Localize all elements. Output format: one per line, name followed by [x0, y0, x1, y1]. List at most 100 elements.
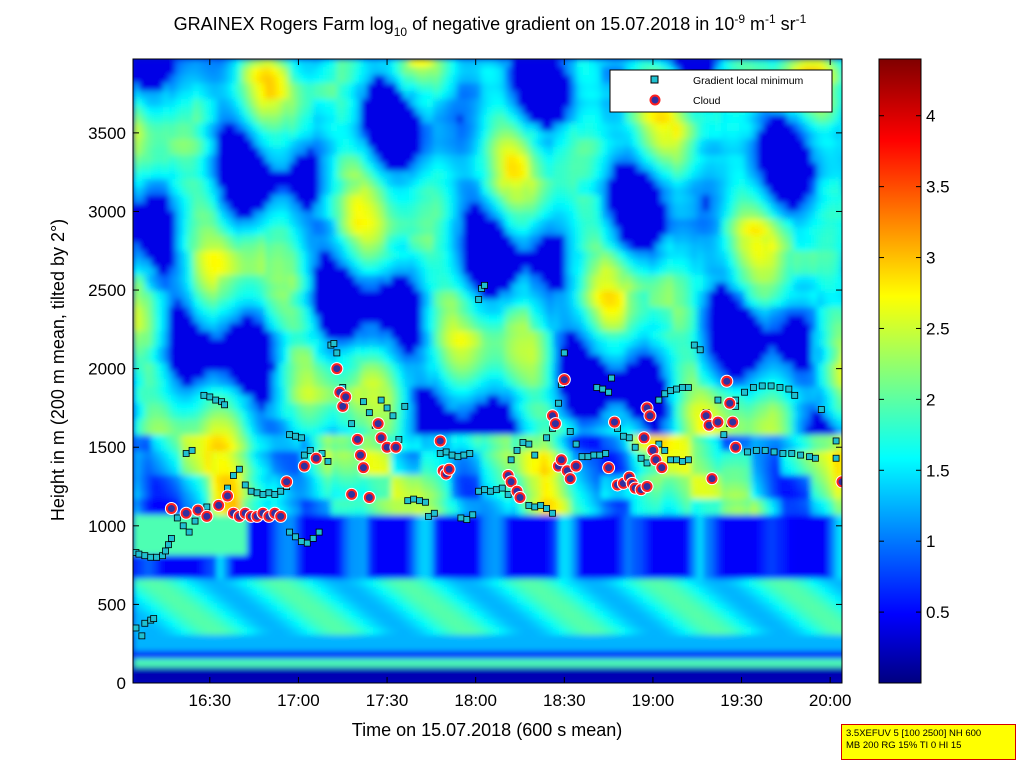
heatmap-cell	[505, 571, 512, 580]
heatmap-cell	[439, 283, 446, 292]
heatmap-cell	[175, 539, 182, 548]
heatmap-cell	[277, 595, 284, 604]
heatmap-cell	[469, 187, 476, 196]
heatmap-cell	[319, 331, 326, 340]
heatmap-cell	[493, 203, 500, 212]
heatmap-cell	[385, 475, 392, 484]
heatmap-cell	[193, 195, 200, 204]
heatmap-cell	[451, 635, 458, 644]
heatmap-cell	[379, 579, 386, 588]
heatmap-cell	[319, 643, 326, 652]
heatmap-cell	[343, 123, 350, 132]
heatmap-cell	[169, 611, 176, 620]
heatmap-cell	[247, 275, 254, 284]
heatmap-cell	[181, 187, 188, 196]
heatmap-cell	[439, 323, 446, 332]
heatmap-cell	[337, 659, 344, 668]
heatmap-cell	[481, 219, 488, 228]
heatmap-cell	[247, 547, 254, 556]
heatmap-cell	[325, 91, 332, 100]
heatmap-cell	[265, 203, 272, 212]
heatmap-cell	[319, 243, 326, 252]
heatmap-cell	[175, 259, 182, 268]
heatmap-cell	[235, 379, 242, 388]
heatmap-cell	[319, 75, 326, 84]
heatmap-cell	[187, 259, 194, 268]
heatmap-cell	[493, 627, 500, 636]
heatmap-cell	[163, 387, 170, 396]
heatmap-cell	[379, 587, 386, 596]
heatmap-cell	[283, 555, 290, 564]
heatmap-cell	[259, 139, 266, 148]
heatmap-cell	[469, 139, 476, 148]
heatmap-cell	[229, 67, 236, 76]
heatmap-cell	[169, 67, 176, 76]
heatmap-cell	[487, 91, 494, 100]
heatmap-cell	[151, 667, 158, 676]
heatmap-cell	[151, 91, 158, 100]
heatmap-cell	[211, 235, 218, 244]
heatmap-cell	[271, 611, 278, 620]
heatmap-cell	[427, 459, 434, 468]
heatmap-cell	[361, 563, 368, 572]
heatmap-cell	[409, 659, 416, 668]
heatmap-cell	[307, 395, 314, 404]
heatmap-cell	[481, 147, 488, 156]
heatmap-cell	[199, 467, 206, 476]
heatmap-cell	[439, 411, 446, 420]
heatmap-cell	[433, 467, 440, 476]
heatmap-cell	[151, 451, 158, 460]
heatmap-cell	[301, 107, 308, 116]
heatmap-cell	[277, 539, 284, 548]
heatmap-cell	[271, 187, 278, 196]
heatmap-cell	[475, 475, 482, 484]
heatmap-cell	[271, 291, 278, 300]
heatmap-cell	[415, 595, 422, 604]
heatmap-cell	[481, 131, 488, 140]
heatmap-cell	[373, 267, 380, 276]
heatmap-cell	[385, 579, 392, 588]
heatmap-cell	[193, 563, 200, 572]
heatmap-cell	[415, 179, 422, 188]
heatmap-cell	[427, 635, 434, 644]
heatmap-cell	[427, 275, 434, 284]
heatmap-cell	[169, 171, 176, 180]
heatmap-cell	[397, 155, 404, 164]
heatmap-cell	[493, 435, 500, 444]
heatmap-cell	[145, 635, 152, 644]
heatmap-cell	[151, 443, 158, 452]
heatmap-cell	[445, 627, 452, 636]
heatmap-cell	[415, 387, 422, 396]
heatmap-cell	[427, 643, 434, 652]
heatmap-cell	[157, 395, 164, 404]
heatmap-cell	[337, 435, 344, 444]
heatmap-cell	[409, 203, 416, 212]
heatmap-cell	[499, 515, 506, 524]
heatmap-cell	[199, 163, 206, 172]
heatmap-cell	[385, 387, 392, 396]
heatmap-cell	[457, 379, 464, 388]
heatmap-cell	[145, 427, 152, 436]
heatmap-cell	[151, 531, 158, 540]
heatmap-cell	[451, 83, 458, 92]
heatmap-cell	[445, 611, 452, 620]
heatmap-cell	[139, 603, 146, 612]
heatmap-cell	[205, 387, 212, 396]
heatmap-cell	[481, 83, 488, 92]
heatmap-cell	[355, 315, 362, 324]
heatmap-cell	[499, 139, 506, 148]
heatmap-cell	[487, 339, 494, 348]
heatmap-cell	[511, 155, 518, 164]
heatmap-cell	[241, 539, 248, 548]
heatmap-cell	[187, 219, 194, 228]
heatmap-cell	[373, 299, 380, 308]
heatmap-cell	[307, 491, 314, 500]
heatmap-cell	[331, 99, 338, 108]
heatmap-cell	[157, 483, 164, 492]
heatmap-cell	[157, 635, 164, 644]
heatmap-cell	[145, 267, 152, 276]
heatmap-cell	[253, 587, 260, 596]
heatmap-cell	[499, 283, 506, 292]
heatmap-cell	[361, 403, 368, 412]
heatmap-cell	[403, 75, 410, 84]
